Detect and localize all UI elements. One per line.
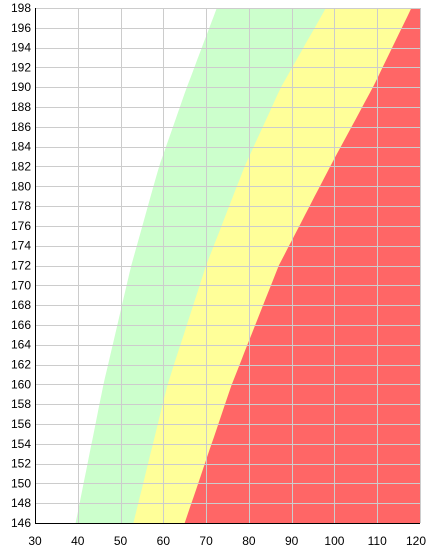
- y-tick-label: 166: [11, 318, 31, 332]
- y-tick-label: 162: [11, 358, 31, 372]
- y-tick-label: 156: [11, 417, 31, 431]
- y-tick-labels: 146 148 150 152 154 156 158 160 162 164 166 168 170 1…: [11, 1, 31, 530]
- y-tick-label: 192: [11, 60, 31, 74]
- y-tick-label: 194: [11, 41, 31, 55]
- y-tick-label: 158: [11, 397, 31, 411]
- x-tick-label: 50: [114, 534, 128, 548]
- x-tick-label: 60: [157, 534, 171, 548]
- y-tick-label: 146: [11, 516, 31, 530]
- x-tick-label: 120: [406, 534, 426, 548]
- x-tick-label: 30: [28, 534, 42, 548]
- y-tick-label: 176: [11, 219, 31, 233]
- y-tick-label: 178: [11, 199, 31, 213]
- y-tick-label: 184: [11, 140, 31, 154]
- y-tick-label: 170: [11, 278, 31, 292]
- y-tick-label: 182: [11, 159, 31, 173]
- y-tick-label: 196: [11, 21, 31, 35]
- y-tick-label: 172: [11, 259, 31, 273]
- y-tick-label: 174: [11, 239, 31, 253]
- axes: [35, 8, 420, 524]
- y-tick-label: 186: [11, 120, 31, 134]
- y-tick-label: 190: [11, 80, 31, 94]
- y-tick-label: 168: [11, 298, 31, 312]
- x-tick-label: 110: [368, 534, 387, 548]
- y-tick-label: 160: [11, 377, 31, 391]
- y-tick-label: 180: [11, 179, 31, 193]
- y-tick-label: 152: [11, 457, 31, 471]
- y-tick-label: 188: [11, 100, 31, 114]
- y-tick-label: 198: [11, 1, 31, 15]
- y-tick-label: 164: [11, 338, 31, 352]
- y-tick-label: 154: [11, 437, 31, 451]
- x-tick-label: 90: [285, 534, 299, 548]
- x-tick-label: 70: [199, 534, 213, 548]
- x-tick-labels: 30 40 50 60 70 80 90 100 110 120: [28, 534, 426, 548]
- x-tick-label: 100: [324, 534, 344, 548]
- x-tick-label: 80: [242, 534, 256, 548]
- x-tick-label: 40: [71, 534, 85, 548]
- vertical-gridlines: [35, 8, 421, 523]
- zone-bands: [75, 8, 420, 523]
- zone-band-3: [184, 8, 420, 523]
- y-tick-label: 148: [11, 496, 31, 510]
- y-tick-label: 150: [11, 476, 31, 490]
